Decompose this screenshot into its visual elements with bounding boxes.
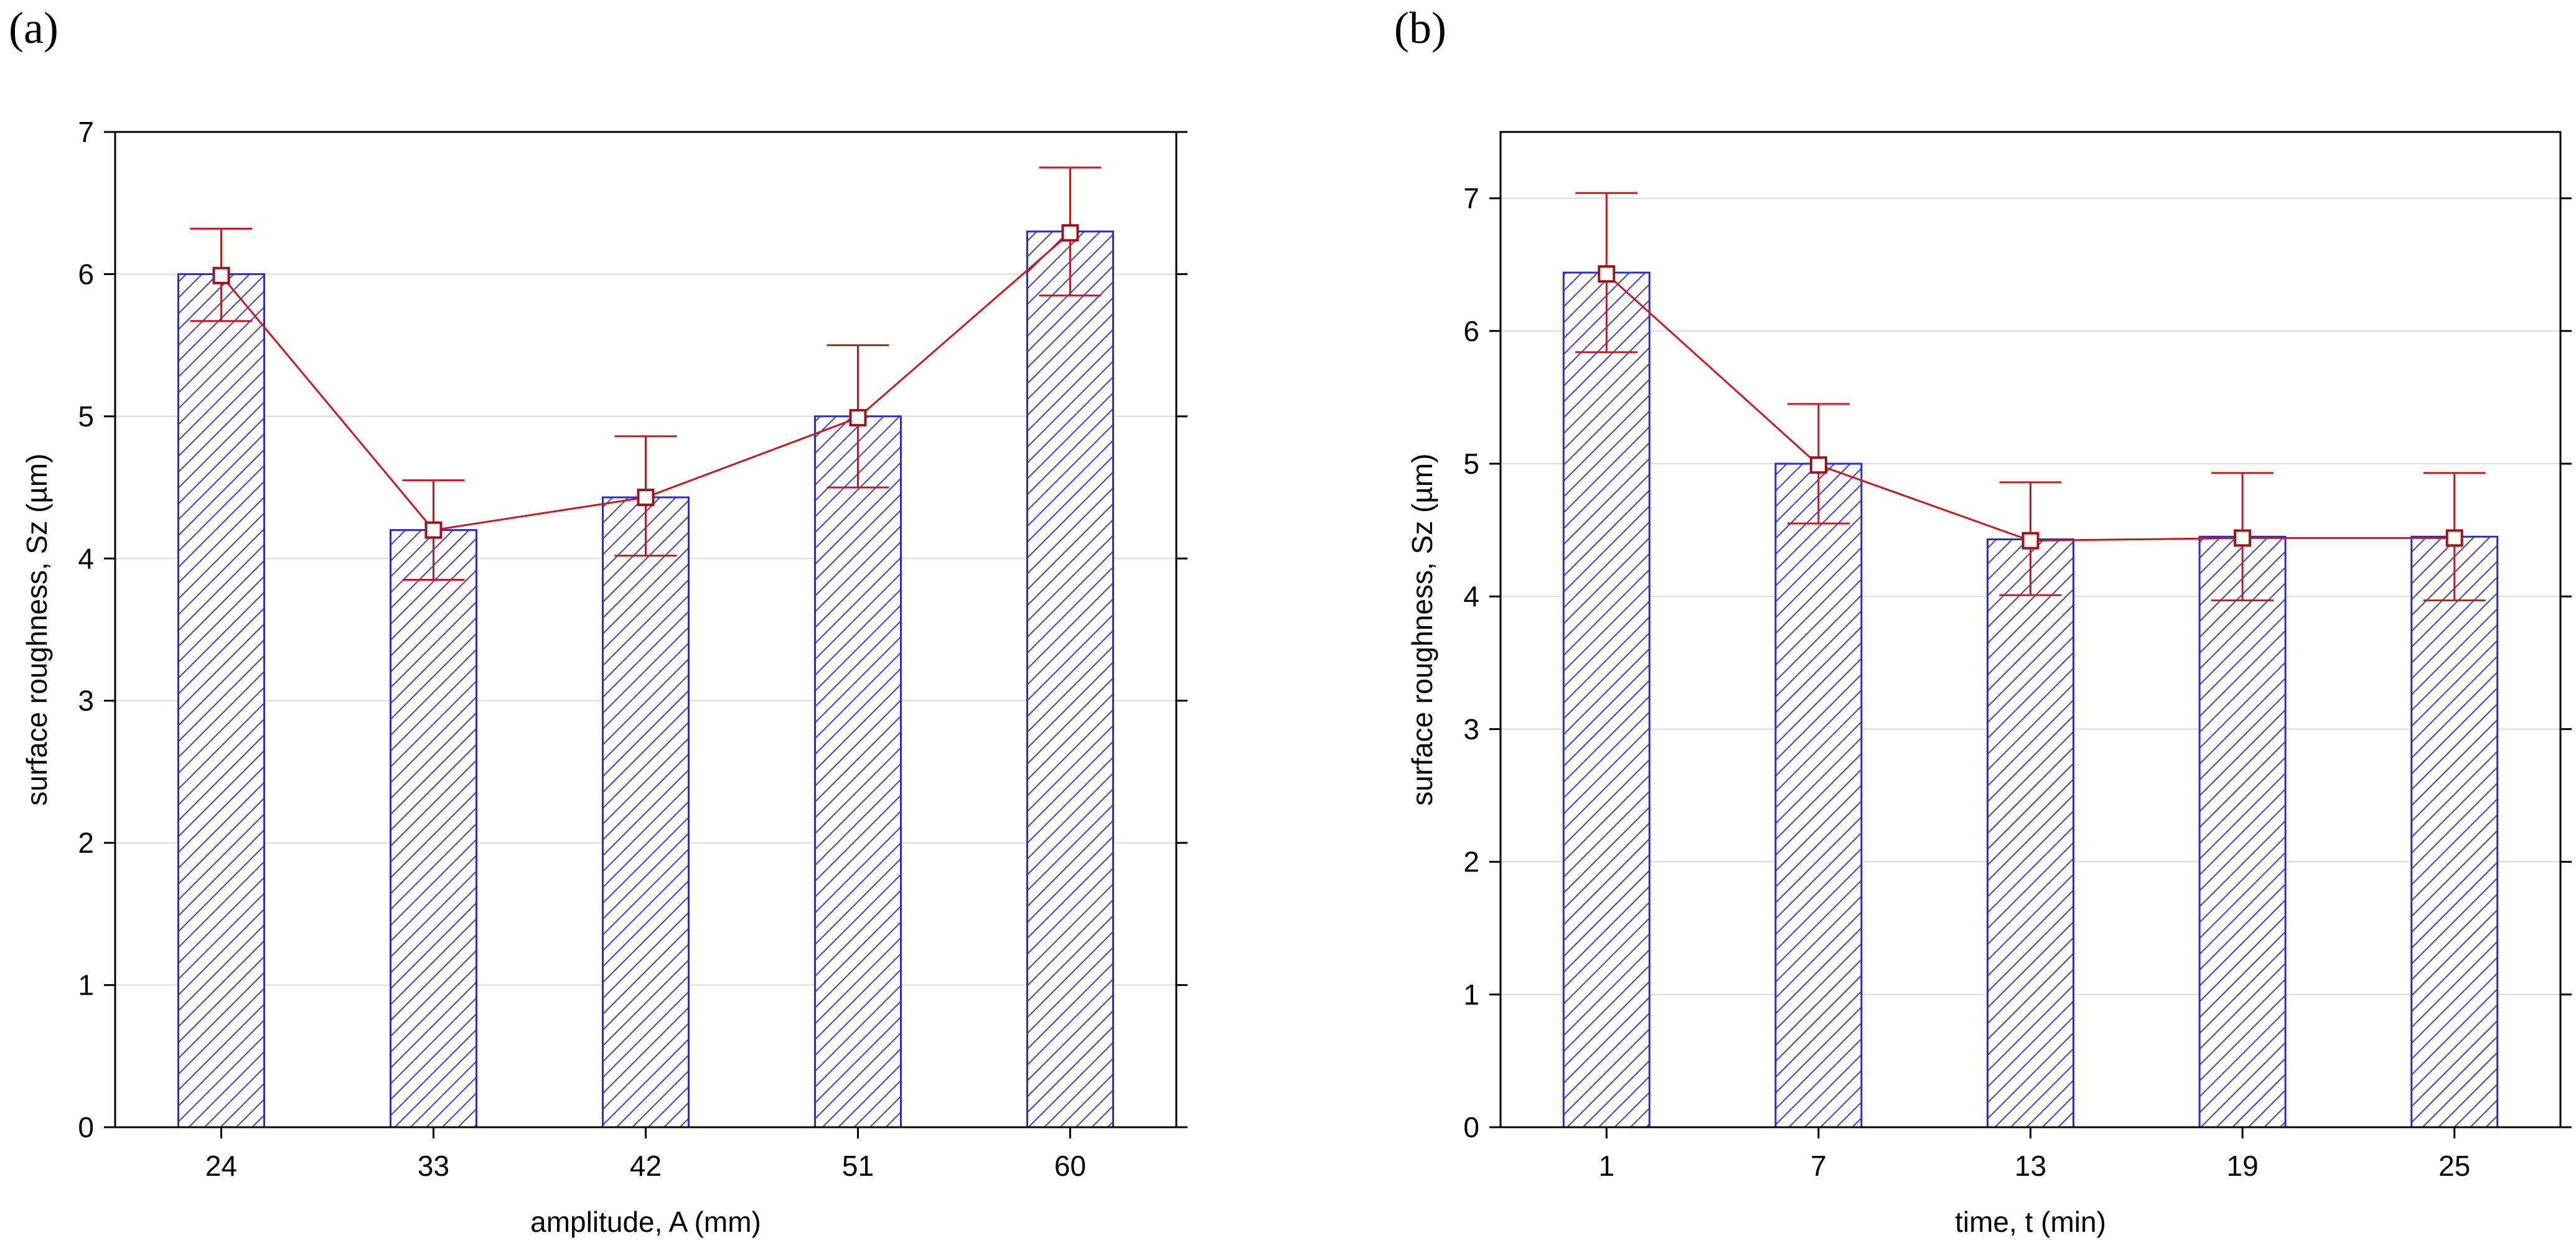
- chart-a-bar: [177, 273, 265, 1128]
- chart-a-mean-marker: [1061, 224, 1079, 242]
- chart-b-bar: [1562, 271, 1651, 1128]
- chart-a-ylabel: surface roughness, Sz (µm): [21, 454, 53, 806]
- chart-b-xtick-label: 25: [2438, 1150, 2470, 1182]
- chart-a-ytick-label: 6: [78, 258, 94, 290]
- chart-a-ytick-label: 5: [78, 400, 94, 433]
- chart-b-bar: [1987, 538, 2074, 1128]
- chart-b-mean-marker: [2234, 529, 2252, 547]
- chart-a-xtick-label: 33: [418, 1150, 449, 1182]
- chart-a-xlabel: amplitude, A (mm): [530, 1206, 761, 1238]
- chart-a-ytick-label: 0: [78, 1111, 94, 1143]
- chart-a-mean-marker: [212, 266, 230, 284]
- chart-b-ytick-label: 7: [1463, 182, 1479, 215]
- chart-b: 0 1 2 3 4 5 6 7 1 7 13 19 25 time, t (min) surface rou…: [1406, 131, 2572, 1238]
- chart-b-xtick-label: 13: [2015, 1150, 2046, 1182]
- chart-a-ytick-label: 4: [78, 542, 94, 575]
- chart-b-xtick-label: 19: [2227, 1150, 2259, 1182]
- chart-b-bar: [2198, 535, 2287, 1128]
- chart-a-mean-marker: [424, 521, 443, 539]
- panel-label-b: (b): [1394, 3, 1446, 53]
- chart-a-bar: [602, 496, 690, 1128]
- chart-a-xtick-label: 60: [1054, 1150, 1086, 1182]
- chart-b-mean-marker: [2021, 532, 2040, 550]
- chart-a-bar: [814, 415, 902, 1128]
- chart-a-ytick-label: 2: [78, 827, 94, 859]
- chart-b-ytick-label: 1: [1463, 978, 1479, 1011]
- chart-a-ytick-label: 3: [78, 685, 94, 717]
- chart-a-bar: [1026, 230, 1114, 1128]
- chart-b-mean-marker: [2445, 529, 2463, 547]
- chart-a: 0 1 2 3 4 5 6 7 24 33 42 51 60 amplitude, A (mm) surfa…: [21, 116, 1187, 1238]
- chart-b-ytick-label: 3: [1463, 713, 1479, 745]
- chart-b-ylabel: surface roughness, Sz (µm): [1406, 454, 1438, 806]
- chart-b-ytick-label: 6: [1463, 315, 1479, 347]
- chart-b-ytick-label: 0: [1463, 1111, 1479, 1143]
- chart-a-ytick-label: 1: [78, 969, 94, 1001]
- chart-a-mean-marker: [637, 489, 655, 507]
- chart-a-bar: [390, 529, 477, 1128]
- chart-b-ytick-label: 4: [1463, 580, 1479, 612]
- chart-b-mean-marker: [1598, 265, 1616, 283]
- chart-b-ytick-label: 2: [1463, 846, 1479, 878]
- chart-a-xtick-label: 51: [842, 1150, 874, 1182]
- chart-b-ytick-label: 5: [1463, 448, 1479, 480]
- chart-b-xlabel: time, t (min): [1955, 1206, 2106, 1238]
- chart-b-xtick-label: 7: [1810, 1150, 1827, 1182]
- panel-label-a: (a): [9, 3, 59, 53]
- chart-b-bar: [2410, 535, 2499, 1128]
- chart-a-ytick-label: 7: [78, 116, 94, 148]
- chart-b-mean-marker: [1809, 456, 1827, 474]
- chart-b-bar: [1774, 462, 1863, 1128]
- chart-b-xtick-label: 1: [1599, 1150, 1615, 1182]
- chart-a-xtick-label: 24: [205, 1150, 237, 1182]
- chart-a-xtick-label: 42: [630, 1150, 662, 1182]
- chart-a-mean-marker: [849, 409, 867, 427]
